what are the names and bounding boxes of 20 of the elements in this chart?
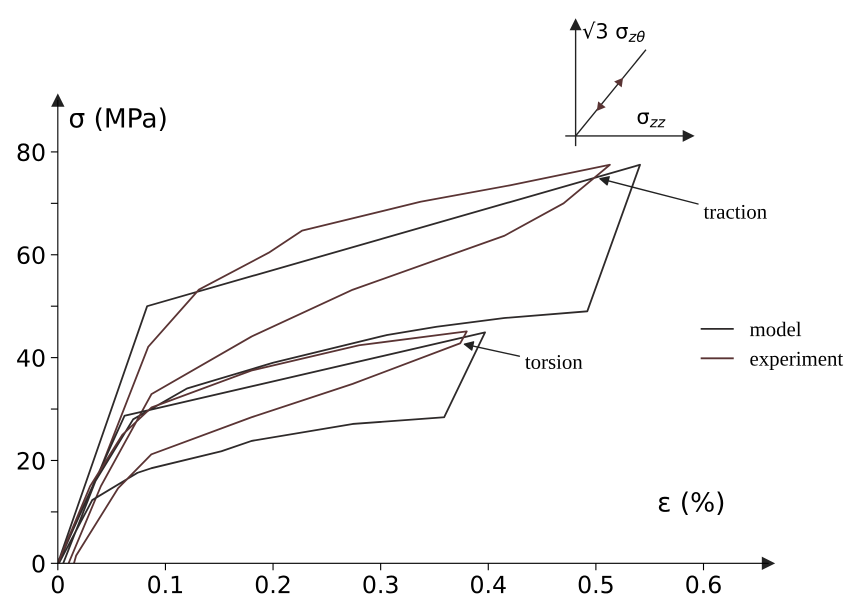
x-axis-title: ε (%) <box>658 492 724 516</box>
x-tick-label: 0.1 <box>148 576 182 594</box>
x-tick-label: 0.5 <box>578 576 613 594</box>
x-tick-label: 0.6 <box>686 576 721 594</box>
annotation: σ$_{zz}$ <box>638 112 666 128</box>
y-axis-title: σ (MPa) <box>70 107 166 131</box>
legend-label: experiment <box>750 352 844 370</box>
y-tick-label: 60 <box>18 246 44 264</box>
x-tick-label: 0.2 <box>256 576 290 594</box>
legend-label: model <box>750 322 802 336</box>
y-tick-label: 40 <box>17 349 44 367</box>
y-tick-label: 0 <box>32 554 44 573</box>
x-tick-label: 0.4 <box>471 576 506 594</box>
y-tick-label: 20 <box>18 452 44 470</box>
x-tick-label: 0.3 <box>363 576 398 594</box>
annotation: traction <box>704 204 767 219</box>
annotation: torsion <box>525 355 582 370</box>
x-tick-label: 0 <box>52 576 64 594</box>
text: √3 σ$_{zθ}$ <box>582 22 645 42</box>
y-tick-label: 80 <box>18 143 44 162</box>
